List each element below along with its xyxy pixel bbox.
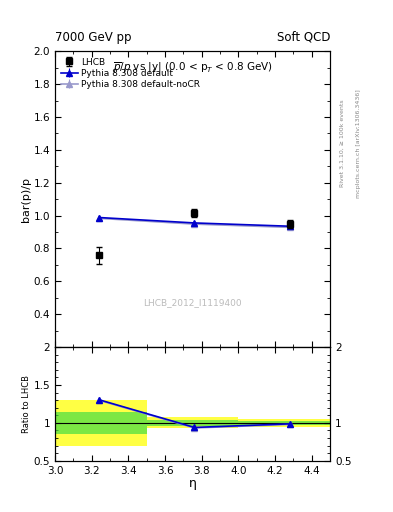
Y-axis label: bar(p)/p: bar(p)/p	[21, 177, 31, 222]
Text: mcplots.cern.ch [arXiv:1306.3436]: mcplots.cern.ch [arXiv:1306.3436]	[356, 89, 361, 198]
Legend: LHCB, Pythia 8.308 default, Pythia 8.308 default-noCR: LHCB, Pythia 8.308 default, Pythia 8.308…	[59, 56, 202, 91]
Y-axis label: Ratio to LHCB: Ratio to LHCB	[22, 375, 31, 433]
Text: 7000 GeV pp: 7000 GeV pp	[55, 31, 132, 44]
Text: Rivet 3.1.10, ≥ 100k events: Rivet 3.1.10, ≥ 100k events	[340, 99, 345, 187]
Text: LHCB_2012_I1119400: LHCB_2012_I1119400	[143, 298, 242, 307]
Text: $\overline{p}/p$ vs |y| (0.0 < p$_T$ < 0.8 GeV): $\overline{p}/p$ vs |y| (0.0 < p$_T$ < 0…	[112, 60, 273, 75]
Text: Soft QCD: Soft QCD	[277, 31, 330, 44]
X-axis label: η: η	[189, 477, 196, 490]
